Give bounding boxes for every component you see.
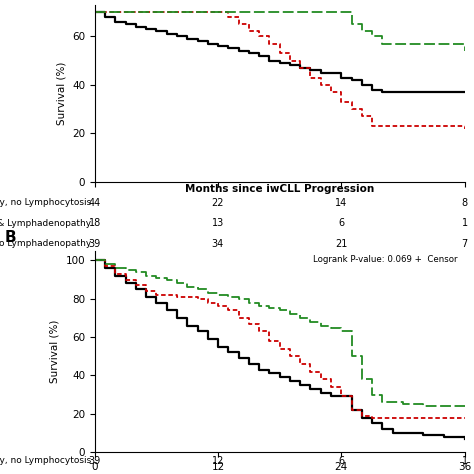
Text: 44: 44 (89, 198, 101, 208)
Text: 1: 1 (462, 456, 467, 465)
Text: Lymphadenopathy, no Lymphocytosis: Lymphadenopathy, no Lymphocytosis (0, 456, 91, 465)
Y-axis label: Survival (%): Survival (%) (50, 320, 60, 383)
Text: Months since iwCLL Progression: Months since iwCLL Progression (185, 184, 374, 194)
Text: 1: 1 (462, 219, 467, 228)
Text: 12: 12 (212, 456, 224, 465)
Text: 6: 6 (338, 456, 345, 465)
Text: 8: 8 (462, 198, 467, 208)
Text: 39: 39 (89, 239, 101, 249)
Text: 7: 7 (461, 239, 468, 249)
Text: 13: 13 (212, 219, 224, 228)
Text: 22: 22 (212, 198, 224, 208)
Text: Logrank P-value: 0.069 +  Censor: Logrank P-value: 0.069 + Censor (313, 255, 457, 264)
Text: 34: 34 (212, 239, 224, 249)
Text: Lymphocytosis, no Lymphadenopathy: Lymphocytosis, no Lymphadenopathy (0, 239, 91, 248)
Text: 21: 21 (335, 239, 347, 249)
Text: 18: 18 (89, 219, 101, 228)
Text: 6: 6 (338, 219, 345, 228)
Text: Lymphocytosis & Lymphadenopathy: Lymphocytosis & Lymphadenopathy (0, 219, 91, 228)
Text: B: B (5, 230, 17, 245)
Text: 39: 39 (89, 456, 101, 465)
Text: 14: 14 (335, 198, 347, 208)
Text: Lymphadenopathy, no Lymphocytosis: Lymphadenopathy, no Lymphocytosis (0, 198, 91, 207)
Y-axis label: Survival (%): Survival (%) (56, 62, 66, 125)
